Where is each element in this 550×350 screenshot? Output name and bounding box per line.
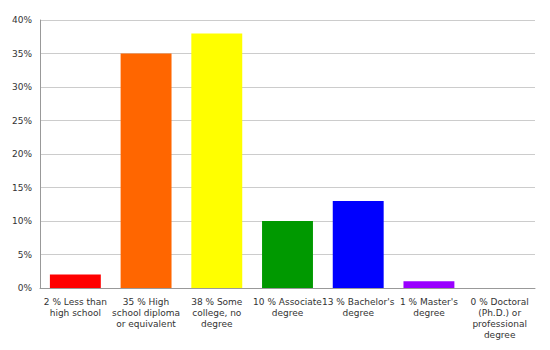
svg-text:10 % Associate: 10 % Associate: [253, 297, 322, 307]
svg-text:0 % Doctoral: 0 % Doctoral: [471, 297, 529, 307]
svg-text:degree: degree: [413, 308, 445, 318]
svg-text:35%: 35%: [12, 49, 32, 59]
svg-text:40%: 40%: [12, 15, 32, 25]
svg-text:10%: 10%: [12, 216, 32, 226]
svg-text:degree: degree: [484, 330, 516, 340]
svg-text:high school: high school: [50, 308, 101, 318]
svg-text:professional: professional: [472, 319, 527, 329]
svg-text:25%: 25%: [12, 116, 32, 126]
svg-text:(Ph.D.) or: (Ph.D.) or: [478, 308, 521, 318]
svg-text:35 % High: 35 % High: [123, 297, 169, 307]
svg-text:15%: 15%: [12, 183, 32, 193]
svg-text:30%: 30%: [12, 82, 32, 92]
svg-text:5%: 5%: [18, 250, 33, 260]
svg-text:20%: 20%: [12, 149, 32, 159]
svg-text:0%: 0%: [18, 283, 33, 293]
svg-text:degree: degree: [201, 319, 233, 329]
svg-text:38 % Some: 38 % Some: [191, 297, 243, 307]
svg-text:or equivalent: or equivalent: [116, 319, 176, 329]
svg-text:college, no: college, no: [192, 308, 242, 318]
svg-text:13 % Bachelor's: 13 % Bachelor's: [322, 297, 395, 307]
svg-text:degree: degree: [342, 308, 374, 318]
svg-text:school diploma: school diploma: [112, 308, 180, 318]
svg-text:degree: degree: [272, 308, 304, 318]
svg-text:1 % Master's: 1 % Master's: [400, 297, 458, 307]
svg-text:2 % Less than: 2 % Less than: [44, 297, 107, 307]
